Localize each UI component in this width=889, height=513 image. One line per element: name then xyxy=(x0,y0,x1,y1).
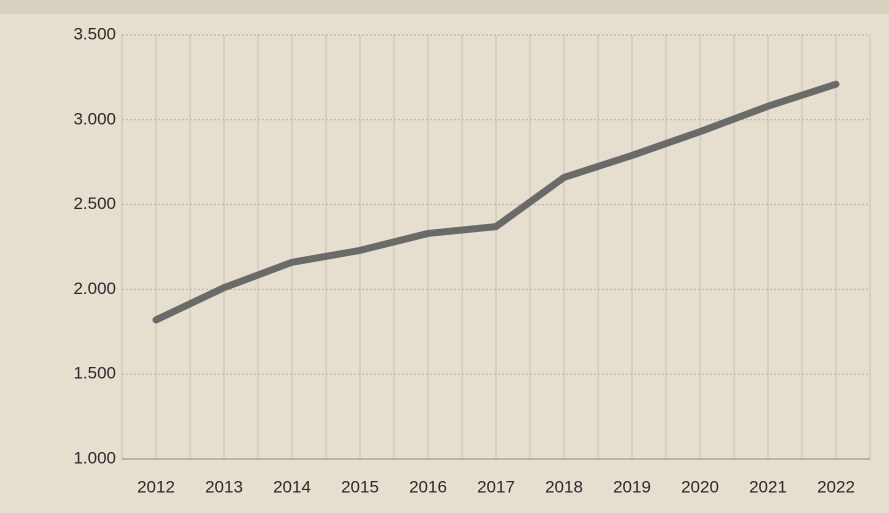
x-tick-label: 2017 xyxy=(477,477,515,496)
x-tick-label: 2021 xyxy=(749,477,787,496)
y-tick-label: 2.500 xyxy=(73,194,116,213)
y-tick-label: 1.000 xyxy=(73,448,116,467)
x-tick-label: 2019 xyxy=(613,477,651,496)
x-tick-label: 2012 xyxy=(137,477,175,496)
y-tick-label: 3.500 xyxy=(73,24,116,43)
x-tick-label: 2020 xyxy=(681,477,719,496)
y-tick-label: 2.000 xyxy=(73,279,116,298)
x-tick-label: 2014 xyxy=(273,477,311,496)
x-tick-label: 2016 xyxy=(409,477,447,496)
top-strip xyxy=(0,0,889,14)
x-tick-label: 2015 xyxy=(341,477,379,496)
x-tick-label: 2013 xyxy=(205,477,243,496)
y-tick-label: 1.500 xyxy=(73,364,116,383)
x-tick-label: 2018 xyxy=(545,477,583,496)
x-tick-label: 2022 xyxy=(817,477,855,496)
y-tick-label: 3.000 xyxy=(73,109,116,128)
data-line xyxy=(152,80,840,324)
